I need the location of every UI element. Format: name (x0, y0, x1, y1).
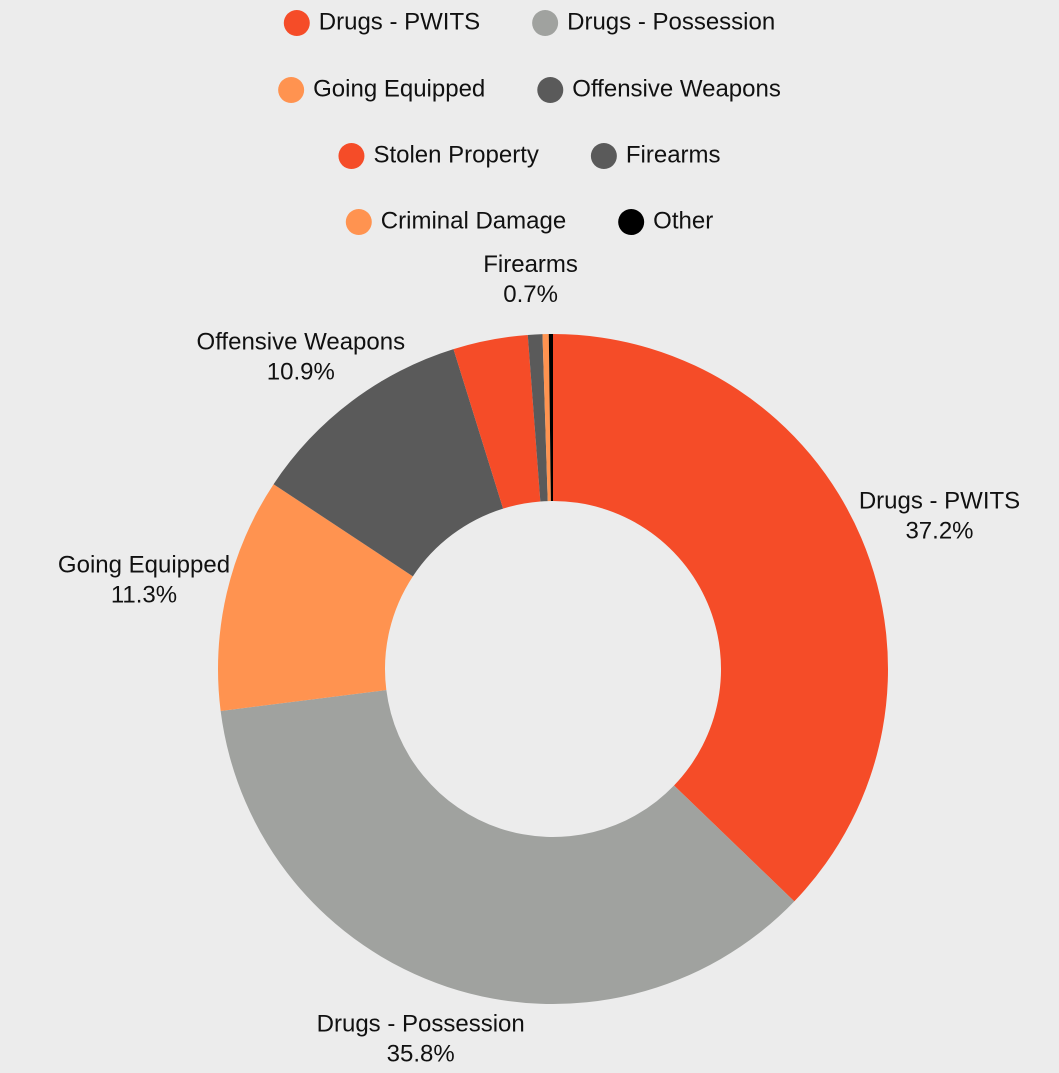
legend-swatch (590, 143, 617, 169)
legend-label: Going Equipped (313, 75, 485, 102)
slice (273, 349, 504, 577)
data-label-value: 37.2% (905, 518, 973, 545)
legend-label: Criminal Damage (381, 207, 566, 234)
data-label-name: Drugs - Possession (317, 1010, 525, 1037)
slice (220, 690, 795, 1004)
legend-swatch (283, 10, 310, 36)
legend-row: Criminal Damage Other (345, 207, 713, 235)
data-label-value: 10.9% (267, 358, 335, 385)
legend-row: Drugs - PWITS Drugs - Possession (283, 8, 775, 36)
legend-label: Stolen Property (373, 141, 538, 168)
data-label-value: 11.3% (111, 582, 177, 609)
legend-swatch (338, 143, 365, 169)
data-label-name: Going Equipped (58, 552, 230, 579)
legend-swatch (532, 10, 559, 36)
legend-swatch (618, 209, 645, 235)
legend-label: Other (653, 207, 713, 234)
legend-label: Drugs - PWITS (319, 8, 480, 35)
legend-swatch (537, 77, 564, 103)
data-label-name: Offensive Weapons (197, 328, 406, 355)
legend-row: Going Equipped Offensive Weapons (278, 75, 781, 103)
slice (542, 334, 551, 502)
legend-label: Offensive Weapons (572, 75, 781, 102)
slice (548, 334, 553, 502)
legend-row: Stolen Property Firearms (338, 141, 721, 169)
slice (218, 484, 413, 711)
legend-swatch (345, 209, 372, 235)
legend-swatch (278, 77, 305, 103)
legend-label: Firearms (626, 141, 721, 168)
data-label-value: 0.7% (503, 281, 558, 308)
data-label-name: Firearms (483, 251, 578, 278)
data-label-name: Drugs - PWITS (859, 488, 1020, 515)
legend-label: Drugs - Possession (567, 8, 775, 35)
slice (453, 334, 541, 509)
data-label-value: 35.8% (387, 1040, 455, 1067)
slice (527, 334, 548, 502)
slice (553, 334, 888, 902)
